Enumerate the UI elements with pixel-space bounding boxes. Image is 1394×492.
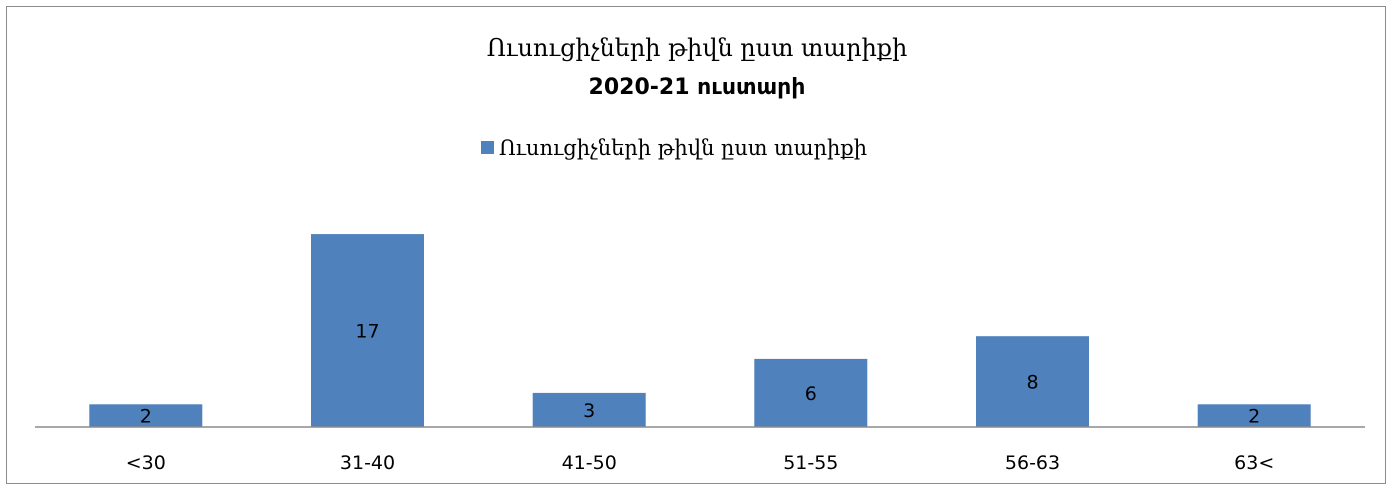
- x-tick-label-0: <30: [126, 452, 166, 474]
- x-tick-label-1: 31-40: [340, 452, 395, 474]
- legend-label: Ուսուցիչների թիվն ըստ տարիքի: [499, 136, 867, 160]
- x-tick-labels: <30 31-40 41-50 51-55 56-63 63<: [126, 452, 1275, 474]
- bar-3: [754, 358, 868, 427]
- bar-1: [311, 234, 424, 427]
- x-tick-label-3: 51-55: [783, 452, 838, 474]
- x-tick-label-4: 56-63: [1005, 452, 1060, 474]
- legend: Ուսուցիչների թիվն ըստ տարիքի: [481, 136, 867, 160]
- data-labels-group: 2 17 3 6 8 2: [140, 321, 1260, 428]
- chart-frame: [6, 6, 1386, 484]
- chart-title: Ուսուցիչների թիվն ըստ տարիքի: [487, 34, 908, 62]
- x-tick-label-5: 63<: [1234, 452, 1274, 474]
- bar-4: [976, 336, 1089, 427]
- data-label-4: 8: [1026, 372, 1038, 394]
- data-label-2: 3: [583, 400, 595, 422]
- chart-subtitle: 2020-21 ուստարի: [589, 75, 806, 100]
- legend-swatch: [481, 141, 494, 154]
- x-tick-label-2: 41-50: [562, 452, 617, 474]
- bar-0: [89, 404, 203, 427]
- data-label-0: 2: [140, 406, 152, 428]
- bar-2: [532, 392, 646, 427]
- bar-5: [1197, 404, 1311, 427]
- data-label-1: 17: [355, 321, 379, 343]
- bars-group: [89, 234, 1311, 427]
- data-label-5: 2: [1248, 406, 1260, 428]
- data-label-3: 6: [805, 383, 817, 405]
